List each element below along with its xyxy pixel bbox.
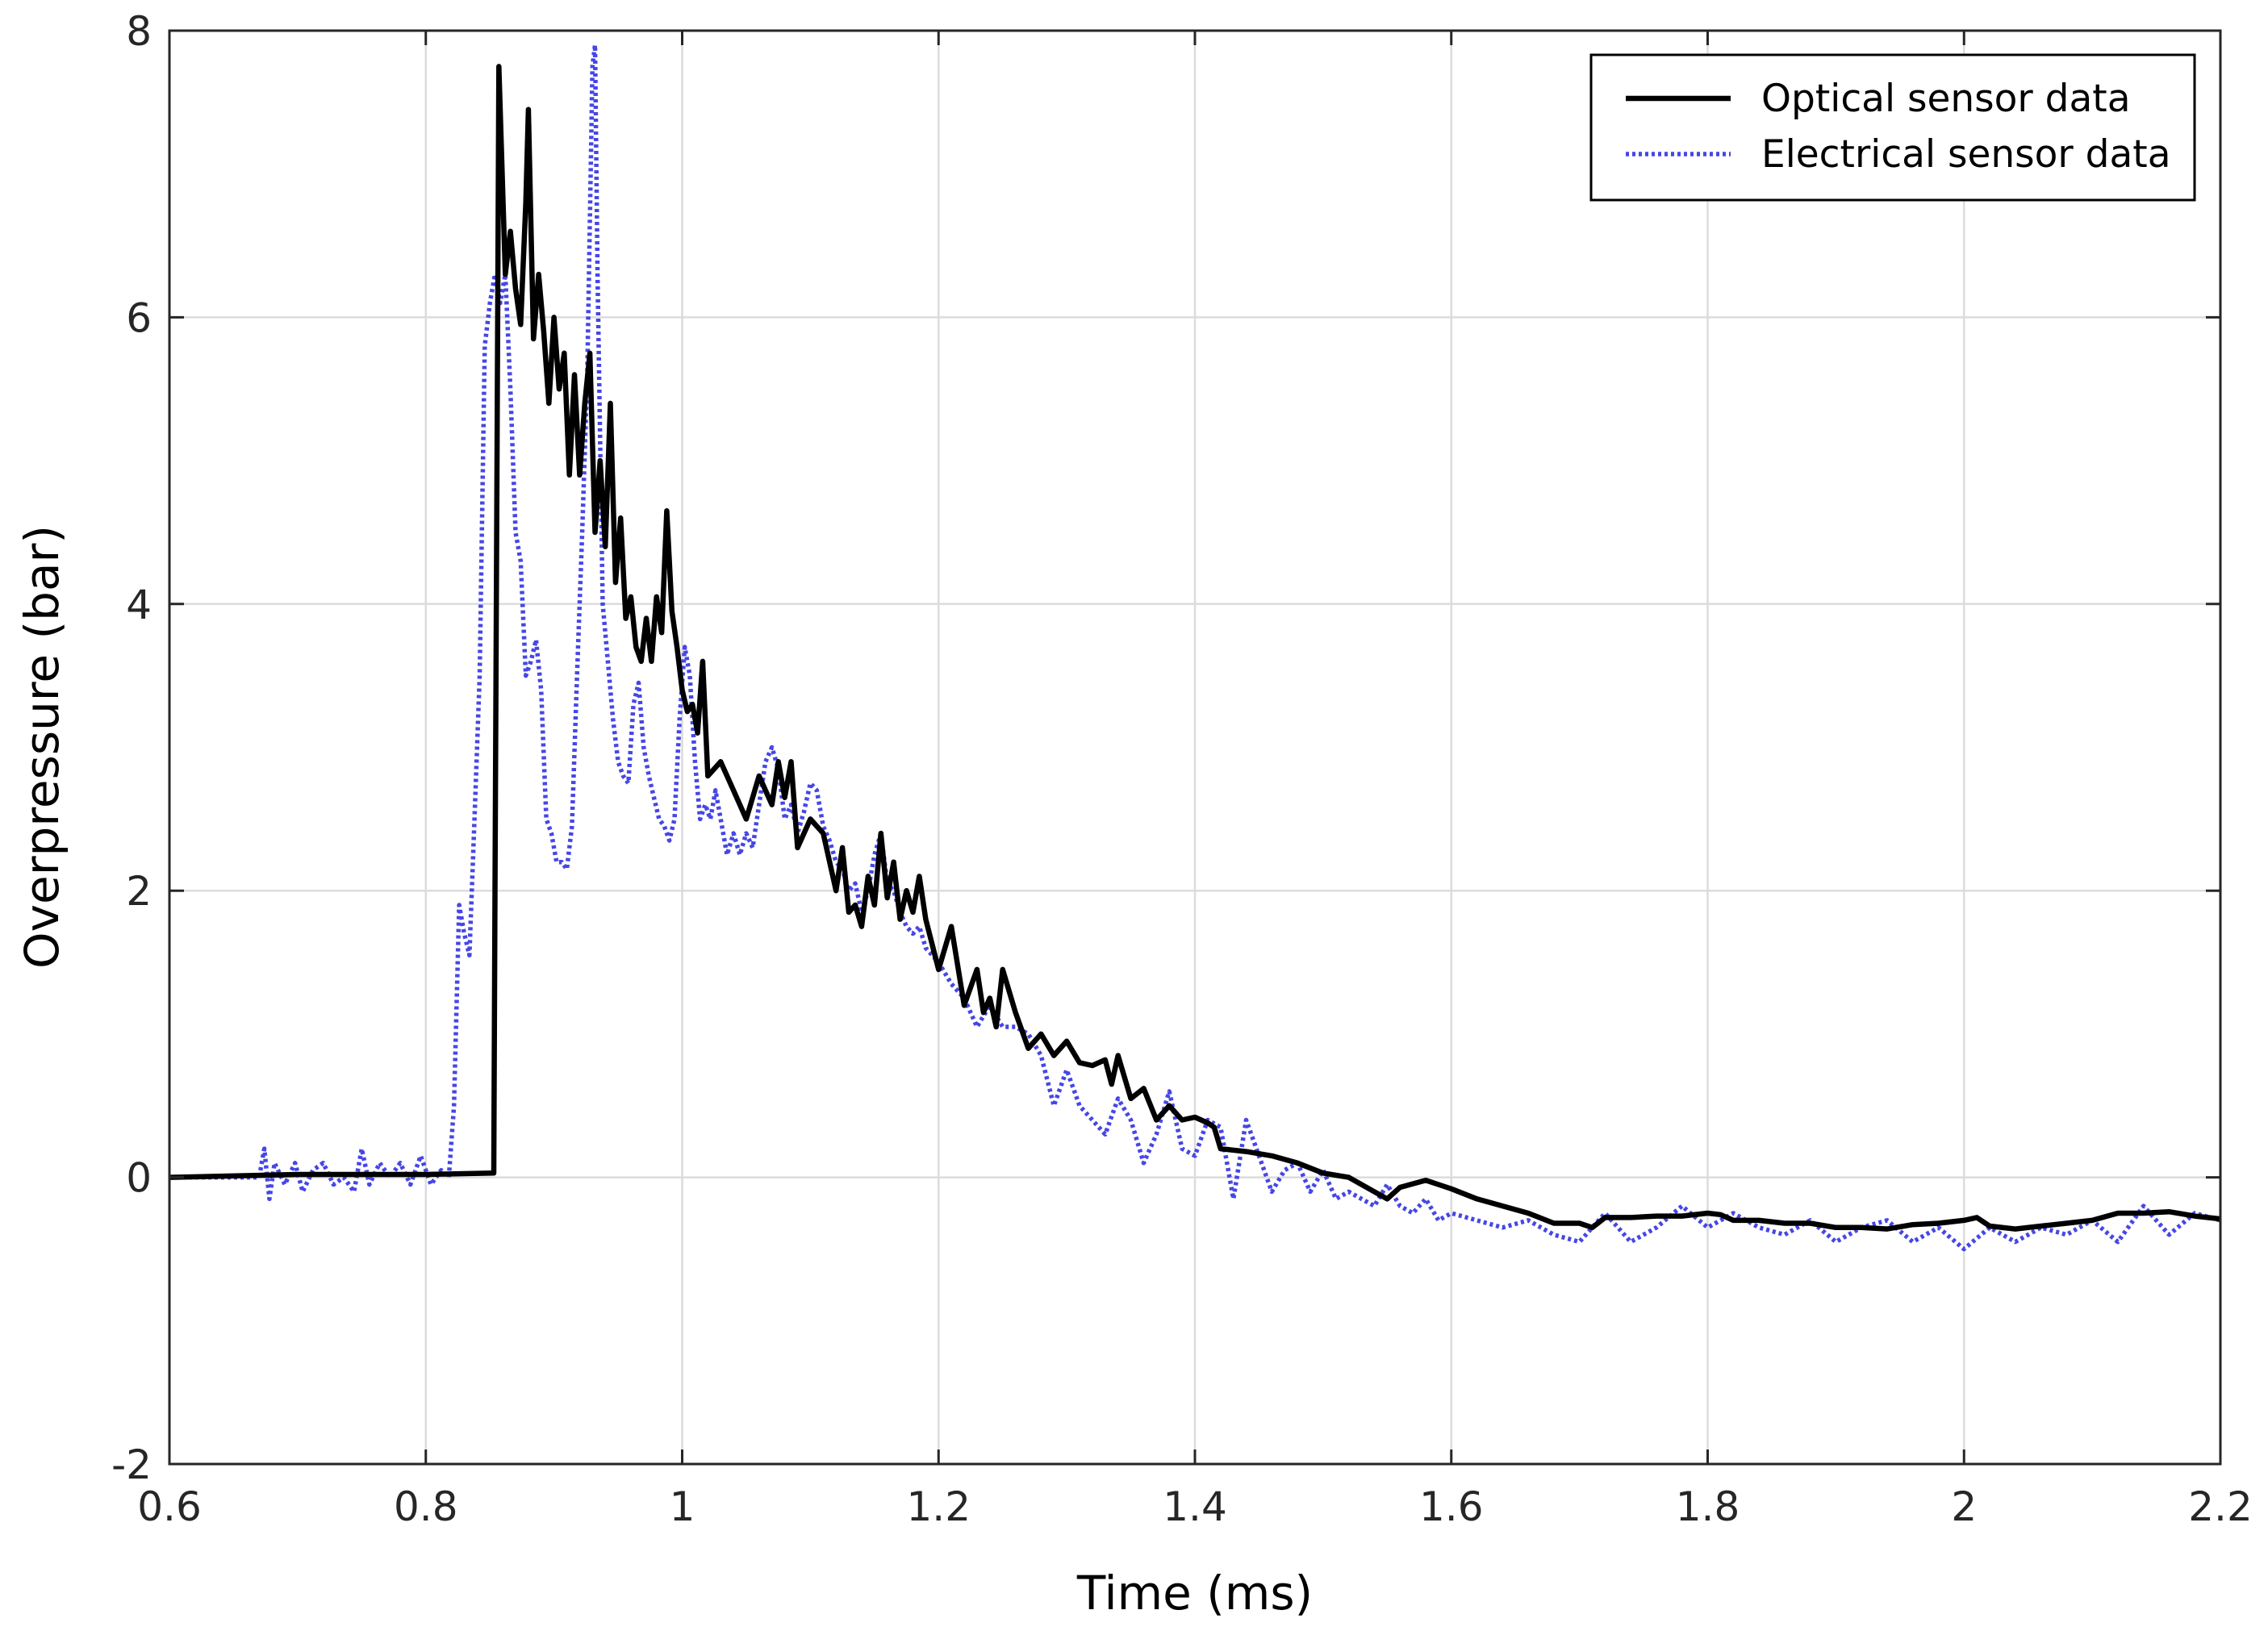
- horizontal-grid-lines: [169, 316, 2220, 1178]
- x-tick-label: 2: [1951, 1483, 1977, 1530]
- electrical-sensor-line: [169, 43, 2221, 1252]
- legend-label-optical: Optical sensor data: [1761, 77, 2131, 121]
- x-tick-label: 1.4: [1163, 1483, 1227, 1530]
- x-tick-label: 1.2: [906, 1483, 971, 1530]
- x-tick-label: 0.6: [137, 1483, 202, 1530]
- x-tick-label: 1.6: [1419, 1483, 1484, 1530]
- x-tick-label: 0.8: [394, 1483, 458, 1530]
- series-layer: [169, 43, 2221, 1252]
- x-tick-label: 2.2: [2188, 1483, 2253, 1530]
- y-tick-label: 2: [126, 868, 152, 915]
- y-axis-title: Overpressure (bar): [15, 525, 69, 969]
- y-tick-label: 6: [126, 294, 152, 341]
- legend-label-electrical: Electrical sensor data: [1761, 132, 2171, 177]
- x-tick-label: 1: [670, 1483, 695, 1530]
- x-ticks: 0.6 0.8 1 1.2 1.4 1.6 1.8 2 2.2: [137, 31, 2253, 1530]
- y-ticks: -2 0 2 4 6 8: [111, 8, 2220, 1488]
- legend: Optical sensor data Electrical sensor da…: [1589, 53, 2196, 202]
- optical-sensor-line: [169, 64, 2221, 1232]
- x-axis-title: Time (ms): [1076, 1566, 1313, 1621]
- legend-box: [1589, 53, 2196, 202]
- y-tick-label: 8: [126, 8, 152, 55]
- y-tick-label: 0: [126, 1155, 152, 1202]
- y-tick-label: -2: [111, 1441, 152, 1488]
- x-tick-label: 1.8: [1676, 1483, 1740, 1530]
- y-tick-label: 4: [126, 582, 152, 628]
